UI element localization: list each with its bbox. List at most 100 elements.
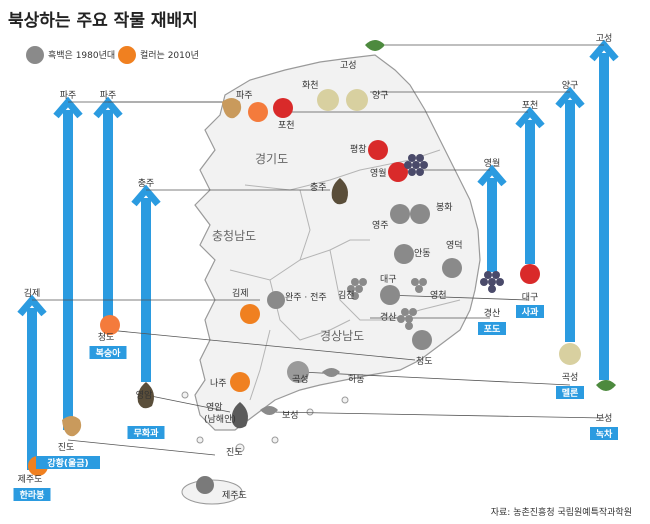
arrow-head-apple — [515, 106, 545, 129]
crop-badge-apple: 사과 — [522, 306, 539, 318]
apple-icon — [368, 140, 388, 160]
place-pyeongchang: 평창 — [350, 144, 367, 155]
arrow-from-grape: 경산 — [484, 307, 501, 319]
arrow-shaft-melon — [565, 100, 575, 342]
place-yeongam: 영암 — [206, 401, 223, 413]
arrow-shaft-hallabong — [27, 308, 37, 470]
grey-fruit-legend-icon — [26, 46, 44, 64]
crop-badge-fig: 무화과 — [134, 427, 160, 439]
orange-icon — [240, 304, 260, 324]
arrow-shaft-fig — [141, 198, 151, 382]
fig-icon — [331, 178, 348, 205]
grey-tea-leaf-icon — [260, 406, 278, 415]
ginseng-root-icon — [222, 98, 242, 119]
grey-apple-icon — [390, 204, 410, 224]
arrow-labels: 김제제주도한라봉파주진도강황(울금)파주청도복숭아충주영암무화과영월경산포도포천… — [13, 33, 618, 501]
melon-icon — [559, 343, 581, 365]
place-yanggu: 양구 — [372, 90, 389, 101]
place-daegu: 대구 — [380, 274, 397, 285]
arrow-to-melon: 양구 — [562, 80, 579, 91]
grey-apple-icon — [394, 244, 414, 264]
arrow-from-hallabong: 제주도 — [18, 474, 43, 485]
place-yeongju: 영주 — [372, 220, 389, 231]
apple-icon — [388, 162, 408, 182]
small-islands — [181, 391, 349, 453]
legend-new: 컬러는 2010년 — [140, 51, 199, 61]
grey-melon-icon — [287, 361, 309, 383]
region-label-chungnam: 충청남도 — [212, 229, 256, 243]
tea-leaf-icon — [365, 40, 385, 51]
legend-old: 흑백은 1980년대 — [48, 51, 116, 61]
orange-icon — [230, 372, 250, 392]
melon-icon — [346, 89, 368, 111]
tea-leaf-icon — [596, 380, 616, 391]
place-wanju: 완주 · 전주 — [285, 292, 327, 303]
arrow-from-peach: 청도 — [98, 332, 115, 343]
crop-badge-tea: 녹차 — [596, 428, 613, 440]
arrow-from-tea: 보성 — [596, 413, 613, 424]
arrow-from-melon: 곡성 — [562, 372, 579, 383]
grey-fig-icon — [231, 402, 248, 429]
place-chungju: 충주 — [310, 182, 327, 193]
crop-badge-bg-grape — [478, 322, 506, 335]
grey-fruit-icon — [196, 476, 214, 494]
region-label-gyeongnam: 경상남도 — [320, 329, 364, 343]
arrow-shaft-tea — [599, 53, 609, 380]
place-yeongdeok: 영덕 — [446, 240, 463, 251]
fig-icon — [137, 382, 154, 409]
arrow-shaft-apple — [525, 120, 535, 264]
peach-icon — [100, 315, 120, 335]
place-cheongdo: 청도 — [416, 356, 433, 367]
region-label-gyeonggi: 경기도 — [255, 152, 288, 166]
arrow-to-peach: 파주 — [100, 90, 117, 101]
grey-fruit-icon — [267, 291, 285, 309]
grape-icon — [404, 154, 428, 176]
arrow-head-grape — [477, 164, 507, 187]
apple-icon — [520, 264, 540, 284]
arrow-shaft-grape — [487, 178, 497, 272]
grey-peach-icon — [412, 330, 432, 350]
arrow-from-fig: 영암 — [136, 389, 153, 401]
grey-apple-icon — [442, 258, 462, 278]
crop-badge-peach: 복숭아 — [96, 347, 122, 359]
place-jeju: 제주도 — [222, 490, 247, 501]
province-boundaries — [229, 149, 461, 401]
place-jindo: 진도 — [226, 447, 243, 458]
arrow-to-grape: 영월 — [484, 157, 501, 169]
place-pocheon: 포천 — [278, 120, 295, 131]
ginseng-root-icon — [62, 416, 82, 437]
arrow-to-apple: 포천 — [522, 100, 539, 111]
crop-badge-bg-ginseng — [36, 456, 100, 469]
korea-mainland-outline — [194, 54, 481, 431]
arrow-to-ginseng: 파주 — [60, 90, 77, 101]
arrow-shaft-ginseng — [63, 110, 73, 430]
crop-badge-bg-peach — [89, 346, 127, 359]
place-goseong: 고성 — [340, 60, 357, 71]
place-naju: 나주 — [210, 378, 227, 389]
place-gimcheon: 김천 — [338, 289, 355, 301]
grape-icon — [480, 271, 504, 293]
source-note: 자료: 농촌진흥청 국립원예특작과학원 — [490, 508, 632, 518]
place-boseong: 보성 — [282, 410, 299, 421]
place-gokseong: 곡성 — [292, 374, 309, 385]
place-yeongcheon: 영천 — [430, 290, 447, 301]
apple-icon — [273, 98, 293, 118]
place-andong: 안동 — [414, 248, 431, 259]
arrow-to-hallabong: 김제 — [24, 287, 41, 299]
grey-tea-leaf-icon — [322, 368, 340, 377]
place-gimje: 김제 — [232, 287, 249, 299]
place-gyeongsan: 경산 — [380, 311, 397, 323]
melon-icon — [317, 89, 339, 111]
grey-apple-icon — [380, 285, 400, 305]
crop-badge-bg-hallabong — [13, 488, 51, 501]
place-paju: 파주 — [236, 90, 253, 101]
place-yeongwol: 영월 — [370, 167, 387, 179]
crop-badge-grape: 포도 — [484, 324, 501, 335]
place-bonghwa: 봉화 — [436, 202, 453, 213]
crop-badge-melon: 멜론 — [562, 387, 579, 399]
place-haenam: (남해안) — [204, 414, 236, 425]
crop-badge-ginseng: 강황(울금) — [47, 457, 88, 469]
place-hwacheon: 화천 — [302, 80, 319, 91]
